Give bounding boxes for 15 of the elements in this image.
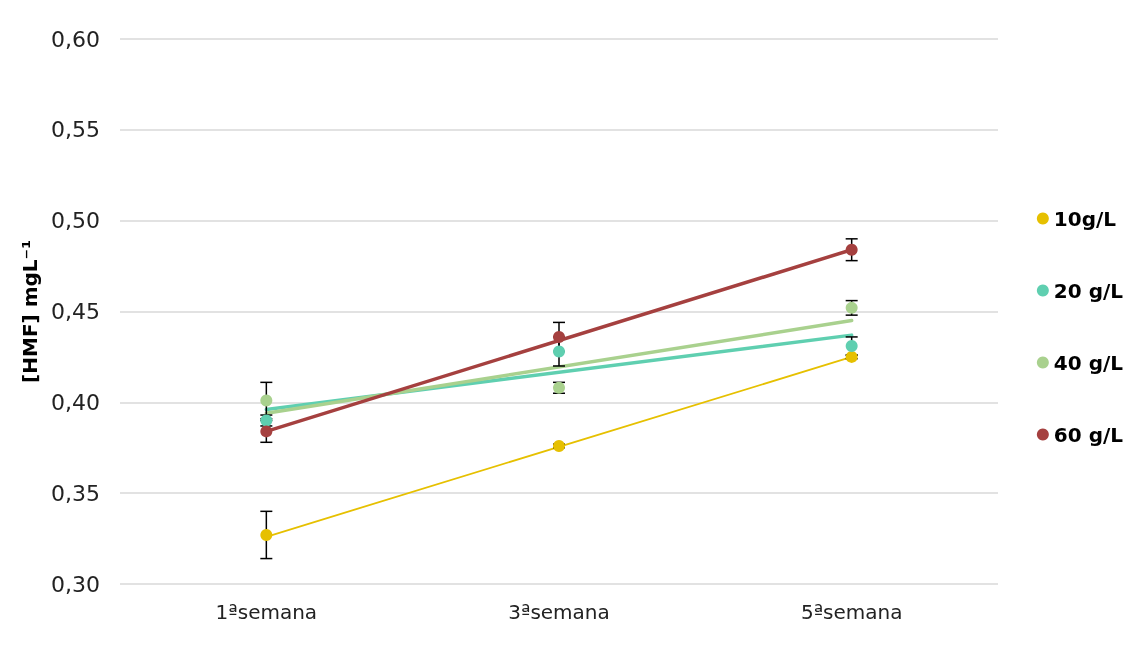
y-tick-label: 0,60 [51, 26, 100, 52]
y-tick-label: 0,40 [51, 389, 100, 415]
x-tick-label: 5ªsemana [800, 600, 903, 624]
x-tick-label: 1ªsemana [215, 600, 318, 624]
y-tick-label: 0,55 [51, 117, 100, 143]
legend-label: 10g/L [1053, 206, 1117, 231]
y-tick-label: 0,45 [51, 299, 100, 324]
y-tick-label: 0,30 [51, 571, 100, 597]
legend-label: 60 g/L [1053, 422, 1124, 447]
y-tick-label: 0,50 [51, 208, 100, 234]
x-tick-label: 3ªsemana [508, 600, 610, 624]
y-tick-label: 0,35 [51, 480, 100, 506]
legend-label: 40 g/L [1053, 350, 1124, 375]
legend-label: 20 g/L [1053, 278, 1124, 303]
y-axis-title: [HMF] mgL⁻¹ [18, 240, 43, 383]
